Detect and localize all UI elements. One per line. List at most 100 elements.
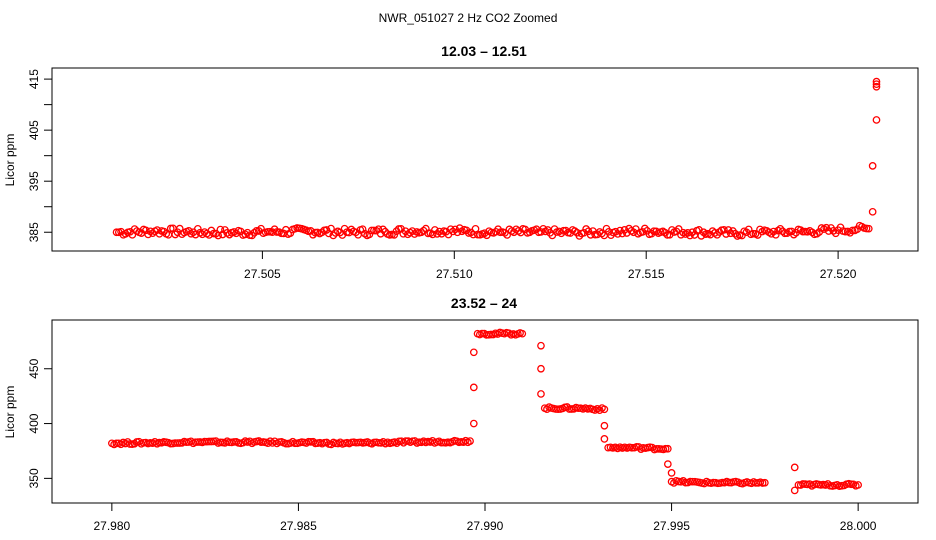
panel-top-x-axis: 27.505 27.510 27.515 27.520	[244, 250, 857, 281]
data-point	[250, 228, 259, 237]
panel-bottom-title: 23.52 – 24	[451, 295, 517, 311]
data-point	[774, 226, 782, 235]
data-point	[466, 437, 474, 445]
x-tick-label: 27.505	[244, 267, 281, 281]
data-point	[872, 116, 881, 124]
data-point	[864, 224, 873, 233]
data-point	[663, 444, 672, 453]
data-point	[142, 226, 150, 235]
x-tick-label: 27.985	[280, 519, 317, 533]
data-point	[449, 227, 457, 236]
panel-bottom-ylabel: Licor ppm	[3, 386, 17, 439]
x-tick-label: 27.980	[94, 519, 131, 533]
data-point	[848, 226, 857, 235]
data-point	[574, 404, 583, 413]
data-point	[230, 438, 238, 446]
x-tick-label: 27.510	[436, 267, 473, 281]
data-point	[282, 439, 290, 448]
data-point	[537, 364, 545, 373]
panel-bottom-points	[108, 328, 862, 495]
data-point	[872, 80, 881, 89]
panel-bottom-frame	[51, 319, 919, 504]
y-tick-label: 350	[27, 468, 41, 488]
panel-top-title: 12.03 – 12.51	[441, 43, 527, 59]
data-point	[790, 230, 798, 239]
data-point	[433, 229, 441, 238]
data-point	[537, 390, 545, 398]
x-tick-label: 28.000	[840, 519, 877, 533]
data-point	[808, 228, 816, 237]
figure-title: NWR_051027 2 Hz CO2 Zoomed	[379, 11, 558, 25]
data-point	[390, 231, 399, 239]
panel-top-frame	[51, 67, 919, 252]
panel-bottom-y-axis: 350 400 450	[27, 358, 53, 488]
data-point	[272, 228, 281, 236]
data-point	[767, 229, 776, 238]
data-point	[469, 383, 478, 392]
x-tick-label: 27.520	[820, 267, 857, 281]
data-point	[722, 230, 730, 238]
data-point	[771, 230, 780, 239]
data-point	[847, 480, 856, 489]
data-point	[790, 463, 799, 472]
data-point	[661, 444, 670, 453]
data-point	[518, 329, 527, 338]
data-point	[358, 225, 367, 234]
panel-top: 12.03 – 12.51 27.505 27.510 27.515 27.520 3…	[3, 43, 919, 281]
data-point	[410, 230, 419, 238]
data-point	[327, 224, 335, 233]
y-tick-label: 395	[27, 171, 41, 191]
data-point	[663, 460, 672, 468]
data-point	[600, 421, 609, 430]
y-tick-label: 405	[27, 120, 41, 140]
data-point	[469, 348, 478, 357]
data-point	[780, 229, 789, 238]
data-point	[761, 478, 769, 487]
data-point	[431, 226, 439, 234]
data-point	[392, 227, 401, 236]
data-point	[112, 228, 121, 237]
data-point	[374, 225, 383, 234]
data-point	[688, 477, 697, 486]
data-point	[726, 229, 735, 238]
x-tick-label: 27.515	[628, 267, 665, 281]
data-point	[790, 486, 799, 495]
data-point	[582, 225, 590, 233]
y-tick-label: 450	[27, 358, 41, 378]
data-point	[537, 341, 545, 350]
data-point	[710, 229, 719, 237]
data-point	[598, 229, 606, 238]
data-point	[872, 77, 881, 86]
data-point	[193, 224, 202, 233]
data-point	[715, 228, 724, 236]
data-point	[600, 405, 609, 414]
y-tick-label: 415	[27, 69, 41, 89]
data-point	[264, 439, 272, 447]
data-point	[640, 224, 649, 233]
data-point	[600, 435, 609, 443]
data-point	[595, 406, 604, 414]
y-tick-label: 400	[27, 413, 41, 433]
data-point	[306, 227, 315, 235]
panel-top-points	[112, 77, 881, 240]
data-point	[446, 225, 455, 234]
data-point	[667, 469, 676, 477]
data-point	[428, 230, 437, 239]
panel-bottom-x-axis: 27.980 27.985 27.990 27.995 28.000	[94, 502, 877, 533]
data-point	[699, 228, 708, 237]
data-point	[563, 403, 571, 411]
data-point	[469, 419, 478, 428]
y-tick-label: 385	[27, 222, 41, 242]
data-point	[868, 207, 877, 216]
panel-bottom: 23.52 – 24 27.980 27.985 27.990 27.995 28.00…	[3, 295, 919, 533]
data-point	[872, 82, 881, 91]
data-point	[731, 229, 740, 238]
data-point	[829, 227, 838, 235]
data-point	[123, 438, 132, 446]
data-point	[379, 225, 387, 234]
data-point	[681, 478, 690, 487]
x-tick-label: 27.995	[653, 519, 690, 533]
data-point	[854, 481, 862, 489]
data-point	[453, 228, 462, 237]
